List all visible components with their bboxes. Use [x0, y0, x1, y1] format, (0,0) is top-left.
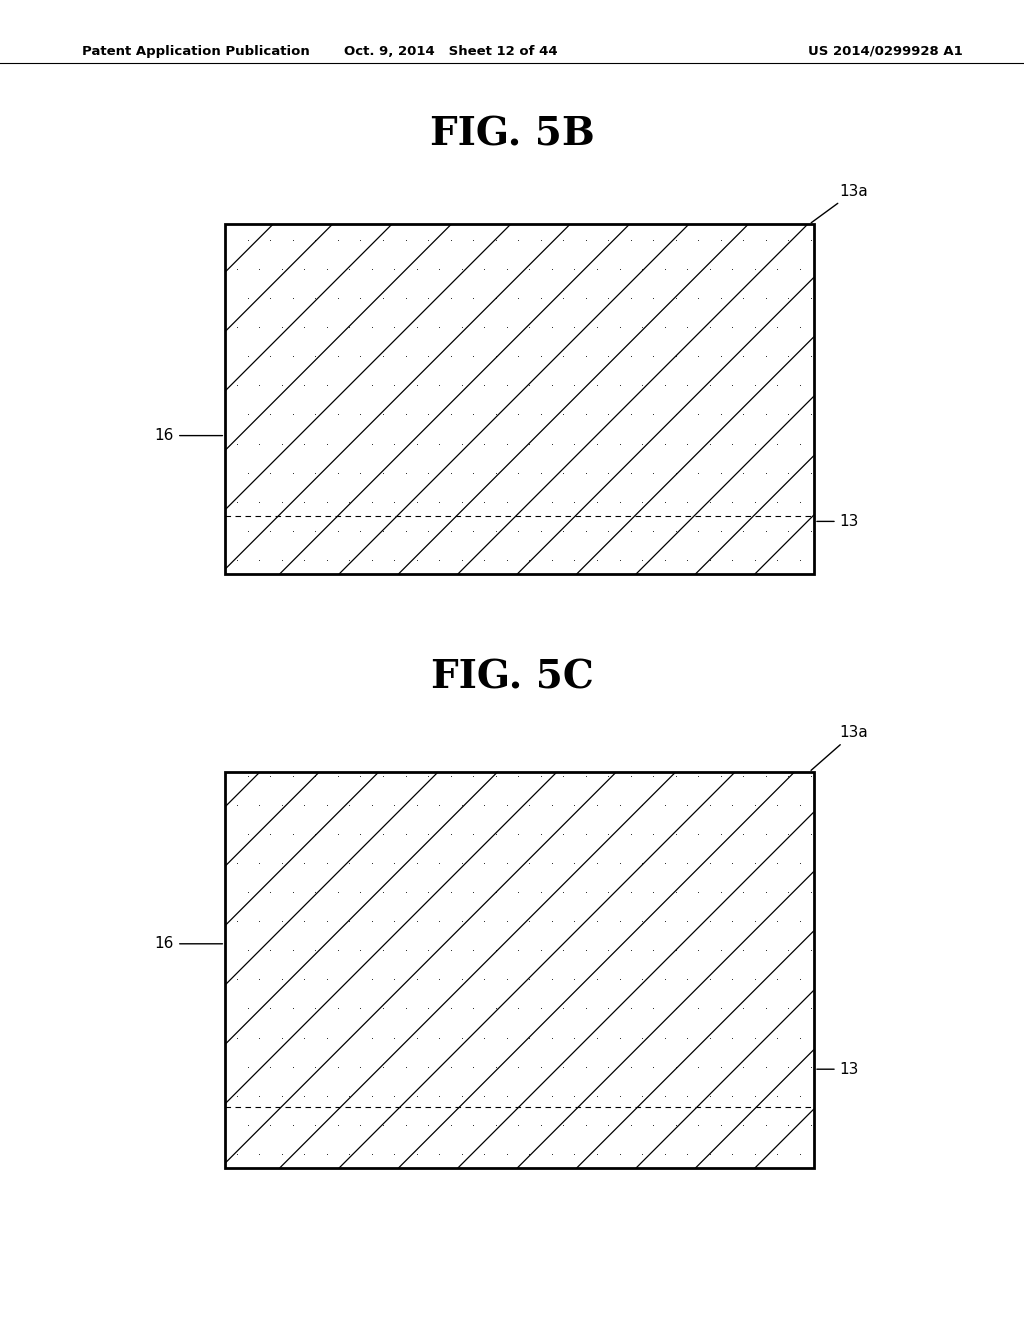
- Bar: [225, 772, 814, 1168]
- Text: FIG. 5C: FIG. 5C: [430, 659, 594, 696]
- Text: Oct. 9, 2014   Sheet 12 of 44: Oct. 9, 2014 Sheet 12 of 44: [344, 45, 557, 58]
- Text: 13a: 13a: [811, 725, 868, 771]
- Text: 16: 16: [155, 428, 222, 444]
- Bar: [225, 224, 814, 574]
- Text: 13a: 13a: [811, 183, 868, 223]
- Bar: [225, 224, 814, 574]
- Text: US 2014/0299928 A1: US 2014/0299928 A1: [808, 45, 963, 58]
- Text: FIG. 5B: FIG. 5B: [430, 116, 594, 153]
- Text: 16: 16: [155, 936, 222, 952]
- Text: 13: 13: [817, 1061, 859, 1077]
- Bar: [225, 772, 814, 1168]
- Text: Patent Application Publication: Patent Application Publication: [82, 45, 309, 58]
- Text: 13: 13: [817, 513, 859, 529]
